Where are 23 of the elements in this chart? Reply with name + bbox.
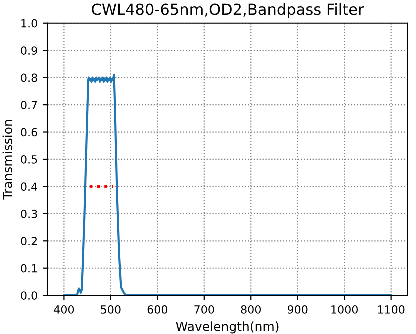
y-tick-label: 0.4 — [21, 182, 38, 192]
y-tick-label: 0.1 — [21, 264, 38, 273]
line-series — [63, 74, 392, 296]
y-tick-label: 0.2 — [21, 237, 38, 246]
x-tick-label: 900 — [288, 306, 308, 314]
y-tick-label: 1.0 — [22, 19, 38, 28]
y-tick-label: 0.7 — [21, 101, 38, 110]
y-tick-label: 0.6 — [21, 128, 38, 137]
y-tick-label: 0.0 — [21, 292, 38, 300]
x-tick-label: 800 — [241, 306, 261, 314]
y-tick-label: 0.9 — [21, 46, 38, 55]
x-tick-label: 400 — [54, 306, 74, 314]
x-tick-label: 1100 — [378, 306, 405, 314]
x-tick-label: 500 — [101, 306, 121, 314]
x-tick-label: 700 — [194, 306, 214, 314]
x-axis-title: Wavelength(nm) — [176, 322, 279, 334]
x-tick-label: 1000 — [332, 306, 358, 314]
y-tick-label: 0.3 — [21, 210, 38, 218]
y-axis-title: Transmission — [2, 120, 12, 200]
chart-title: CWL480-65nm,OD2,Bandpass Filter — [92, 3, 364, 18]
y-tick-label: 0.8 — [21, 74, 38, 82]
y-tick-label: 0.5 — [21, 155, 38, 164]
x-tick-label: 600 — [148, 306, 168, 314]
